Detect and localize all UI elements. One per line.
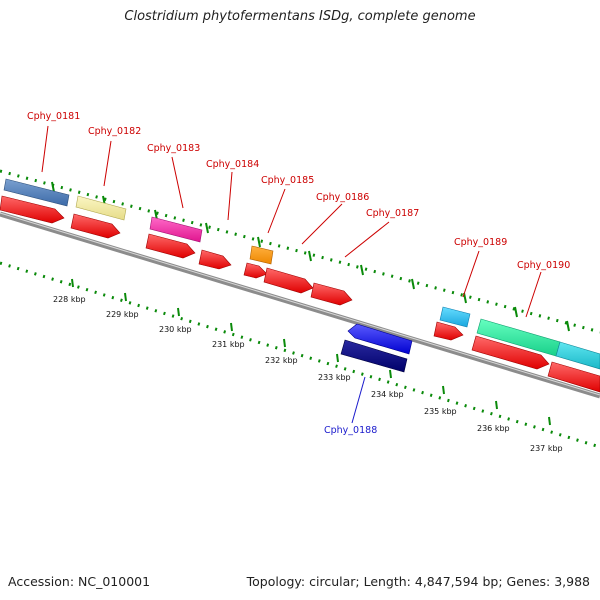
outer-dotted-track bbox=[0, 169, 600, 334]
gene-arrow-0190 bbox=[471, 335, 550, 370]
feature-bar-pink bbox=[149, 216, 203, 243]
gene-label-cphy-0189: Cphy_0189 bbox=[454, 237, 507, 248]
inner-dotted-track bbox=[0, 261, 600, 449]
tick-label-229: 229 kbp bbox=[106, 310, 139, 319]
gene-label-cphy-0181: Cphy_0181 bbox=[27, 111, 80, 122]
feature-bar-blue bbox=[3, 178, 70, 207]
tick-label-235: 235 kbp bbox=[424, 407, 457, 416]
gene-arrow-0181 bbox=[0, 195, 65, 224]
gene-label-cphy-0190: Cphy_0190 bbox=[517, 260, 570, 271]
gene-labels: Cphy_0181 Cphy_0182 Cphy_0183 Cphy_0184 … bbox=[27, 111, 570, 436]
gene-arrow-0189 bbox=[433, 321, 464, 341]
gene-label-cphy-0185: Cphy_0185 bbox=[261, 175, 314, 186]
tick-label-232: 232 kbp bbox=[265, 356, 298, 365]
feature-bars bbox=[3, 178, 600, 370]
gene-label-cphy-0186: Cphy_0186 bbox=[316, 192, 369, 203]
genome-summary-text: Topology: circular; Length: 4,847,594 bp… bbox=[246, 574, 590, 589]
gene-label-cphy-0182: Cphy_0182 bbox=[88, 126, 141, 137]
gene-arrow-0183 bbox=[145, 233, 196, 259]
gene-arrows-reverse bbox=[340, 323, 413, 373]
gene-arrow-0185 bbox=[243, 262, 268, 279]
feature-bar-teal bbox=[555, 341, 600, 370]
inner-tick-marks bbox=[71, 278, 551, 426]
gene-label-cphy-0188: Cphy_0188 bbox=[324, 425, 377, 436]
tick-label-233: 233 kbp bbox=[318, 373, 351, 382]
tick-label-237: 237 kbp bbox=[530, 444, 563, 453]
feature-bar-yellow bbox=[75, 195, 127, 221]
tick-label-231: 231 kbp bbox=[212, 340, 245, 349]
genome-backbone bbox=[0, 211, 600, 399]
tick-label-236: 236 kbp bbox=[477, 424, 510, 433]
feature-bar-orange bbox=[249, 245, 274, 265]
gene-arrow-0184 bbox=[198, 249, 232, 270]
feature-bar-cyan bbox=[439, 306, 471, 328]
gene-arrow-0188-navy bbox=[340, 339, 408, 373]
map-title: Clostridium phytofermentans ISDg, comple… bbox=[124, 9, 476, 24]
tick-label-230: 230 kbp bbox=[159, 325, 192, 334]
tick-label-228: 228 kbp bbox=[53, 295, 86, 304]
accession-text: Accession: NC_010001 bbox=[8, 574, 151, 589]
gene-label-cphy-0184: Cphy_0184 bbox=[206, 159, 259, 170]
tick-labels: 228 kbp 229 kbp 230 kbp 231 kbp 232 kbp … bbox=[53, 295, 563, 453]
gene-arrow-0186 bbox=[263, 267, 314, 294]
gene-arrows-forward bbox=[0, 195, 600, 393]
gene-label-cphy-0187: Cphy_0187 bbox=[366, 208, 419, 219]
gene-label-cphy-0183: Cphy_0183 bbox=[147, 143, 200, 154]
gene-arrow-0187 bbox=[310, 282, 353, 306]
gene-arrow-0182 bbox=[70, 213, 121, 239]
gene-arrow-0191 bbox=[547, 361, 600, 393]
tick-label-234: 234 kbp bbox=[371, 390, 404, 399]
gene-arrow-0188-blue bbox=[347, 323, 413, 355]
label-leaders bbox=[41, 125, 542, 424]
